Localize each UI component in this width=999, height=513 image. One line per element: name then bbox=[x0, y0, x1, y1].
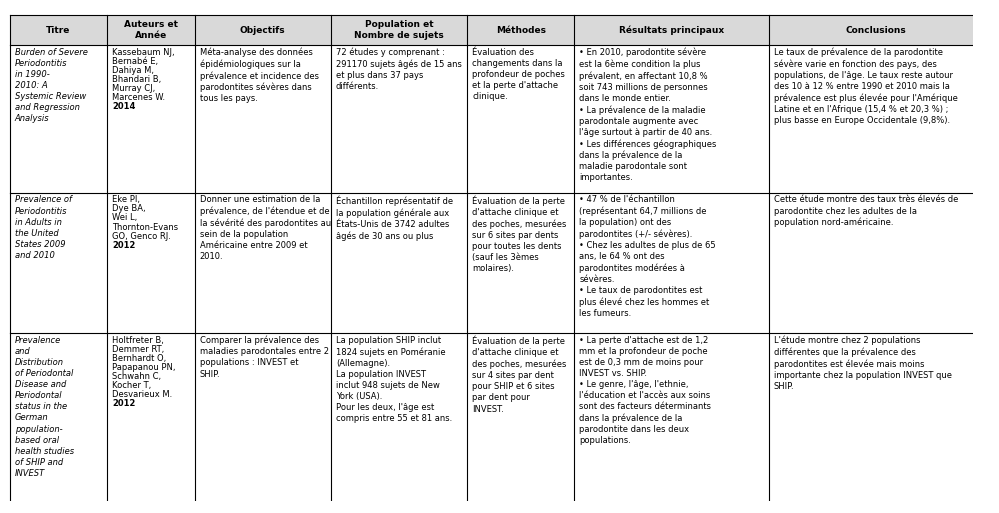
Text: 2014: 2014 bbox=[112, 102, 135, 111]
Text: Bernhardt O,: Bernhardt O, bbox=[112, 354, 166, 363]
Text: GO, Genco RJ.: GO, Genco RJ. bbox=[112, 231, 171, 241]
Text: Kocher T,: Kocher T, bbox=[112, 381, 151, 390]
Text: • 47 % de l'échantillon
(représentant 64,7 millions de
la population) ont des
pa: • 47 % de l'échantillon (représentant 64… bbox=[579, 195, 715, 318]
Text: Burden of Severe
Periodontitis
in 1990-
2010: A
Systemic Review
and Regression
A: Burden of Severe Periodontitis in 1990- … bbox=[15, 48, 88, 123]
Text: • La perte d'attache est de 1,2
mm et la profondeur de poche
est de 0,3 mm de mo: • La perte d'attache est de 1,2 mm et la… bbox=[579, 336, 711, 445]
Text: Cette étude montre des taux très élevés de
parodontite chez les adultes de la
po: Cette étude montre des taux très élevés … bbox=[774, 195, 958, 227]
Text: Titre: Titre bbox=[46, 26, 71, 34]
Text: Bhandari B,: Bhandari B, bbox=[112, 75, 161, 84]
Text: Demmer RT,: Demmer RT, bbox=[112, 345, 164, 354]
Text: Donner une estimation de la
prévalence, de l'étendue et de
la sévérité des parod: Donner une estimation de la prévalence, … bbox=[200, 195, 331, 261]
Text: Prevalence of
Periodontitis
in Adults in
the United
States 2009
and 2010: Prevalence of Periodontitis in Adults in… bbox=[15, 195, 72, 260]
Text: 2012: 2012 bbox=[112, 241, 135, 249]
Text: L'étude montre chez 2 populations
différentes que la prévalence des
parodontites: L'étude montre chez 2 populations différ… bbox=[774, 336, 952, 391]
Text: Conclusions: Conclusions bbox=[845, 26, 906, 34]
FancyBboxPatch shape bbox=[10, 15, 983, 45]
FancyBboxPatch shape bbox=[10, 193, 983, 333]
Text: Le taux de prévalence de la parodontite
sévère varie en fonction des pays, des
p: Le taux de prévalence de la parodontite … bbox=[774, 48, 958, 125]
Text: Méta-analyse des données
épidémiologiques sur la
prévalence et incidence des
par: Méta-analyse des données épidémiologique… bbox=[200, 48, 319, 104]
FancyBboxPatch shape bbox=[10, 333, 983, 511]
Text: Holtfreter B,: Holtfreter B, bbox=[112, 336, 164, 345]
Text: Évaluation de la perte
d'attache clinique et
des poches, mesurées
sur 4 sites pa: Évaluation de la perte d'attache cliniqu… bbox=[473, 336, 566, 413]
Text: Marcenes W.: Marcenes W. bbox=[112, 93, 165, 102]
Text: Comparer la prévalence des
maladies parodontales entre 2
populations : INVEST et: Comparer la prévalence des maladies paro… bbox=[200, 336, 329, 379]
Text: Population et
Nombre de sujets: Population et Nombre de sujets bbox=[355, 21, 444, 40]
Text: Desvarieux M.: Desvarieux M. bbox=[112, 390, 172, 399]
FancyBboxPatch shape bbox=[10, 45, 983, 193]
Text: 72 études y comprenant :
291170 sujets âgés de 15 ans
et plus dans 37 pays
diffé: 72 études y comprenant : 291170 sujets â… bbox=[336, 48, 462, 91]
Text: Dye BA,: Dye BA, bbox=[112, 205, 146, 213]
Text: Schwahn C,: Schwahn C, bbox=[112, 372, 161, 381]
Text: Murray CJ,: Murray CJ, bbox=[112, 84, 155, 93]
Text: 2012: 2012 bbox=[112, 399, 135, 408]
Text: Méthodes: Méthodes bbox=[496, 26, 545, 34]
Text: Thornton-Evans: Thornton-Evans bbox=[112, 223, 178, 231]
Text: Kassebaum NJ,: Kassebaum NJ, bbox=[112, 48, 175, 56]
Text: Bernabé E,: Bernabé E, bbox=[112, 56, 158, 66]
Text: La population SHIP inclut
1824 sujets en Poméranie
(Allemagne).
La population IN: La population SHIP inclut 1824 sujets en… bbox=[336, 336, 453, 423]
Text: Évaluation des
changements dans la
profondeur de poches
et la perte d'attache
cl: Évaluation des changements dans la profo… bbox=[473, 48, 565, 101]
Text: Résultats principaux: Résultats principaux bbox=[619, 25, 724, 35]
Text: Papapanou PN,: Papapanou PN, bbox=[112, 363, 176, 372]
Text: Wei L,: Wei L, bbox=[112, 213, 137, 223]
Text: Auteurs et
Année: Auteurs et Année bbox=[124, 21, 178, 40]
Text: Eke PI,: Eke PI, bbox=[112, 195, 140, 205]
Text: • En 2010, parodontite sévère
est la 6ème condition la plus
prévalent, en affect: • En 2010, parodontite sévère est la 6èm… bbox=[579, 48, 716, 183]
Text: Objectifs: Objectifs bbox=[240, 26, 286, 34]
Text: Évaluation de la perte
d'attache clinique et
des poches, mesurées
sur 6 sites pa: Évaluation de la perte d'attache cliniqu… bbox=[473, 195, 566, 273]
Text: Prevalence
and
Distribution
of Periodontal
Disease and
Periodontal
status in the: Prevalence and Distribution of Periodont… bbox=[15, 336, 74, 478]
Text: Échantillon représentatif de
la population générale aux
États-Unis de 3742 adult: Échantillon représentatif de la populati… bbox=[336, 195, 453, 241]
Text: Dahiya M,: Dahiya M, bbox=[112, 66, 154, 75]
